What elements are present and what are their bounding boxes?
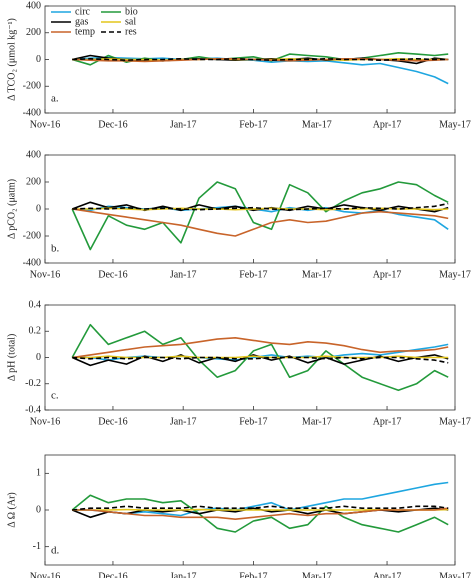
series-line [72, 207, 449, 211]
y-tick-label: 0 [36, 352, 41, 363]
x-tick-label: Feb-17 [239, 269, 267, 280]
y-axis-label: Δ pH (total) [6, 334, 17, 382]
y-tick-label: -400 [23, 107, 41, 118]
series-line [72, 481, 449, 517]
y-tick-label: -200 [23, 230, 41, 241]
legend-label: gas [75, 16, 88, 27]
legend-label: sal [125, 16, 136, 27]
legend-label: res [125, 26, 137, 37]
y-axis-label: Δ Ω (Ar) [6, 492, 17, 528]
x-tick-label: Feb-17 [239, 119, 267, 130]
series-line [72, 58, 449, 63]
x-tick-label: Dec-16 [98, 571, 127, 578]
y-tick-label: -0.4 [25, 404, 41, 415]
x-tick-label: Nov-16 [30, 269, 61, 280]
series-line [71, 494, 449, 533]
legend-label: circ [75, 6, 91, 17]
y-tick-label: 400 [26, 0, 41, 11]
x-tick-label: Apr-17 [373, 571, 402, 578]
x-tick-label: May-17 [439, 416, 471, 427]
legend-label: temp [75, 26, 95, 37]
panel-label: c. [51, 390, 59, 402]
x-tick-label: Jan-17 [170, 269, 197, 280]
y-tick-label: 0.2 [29, 326, 42, 337]
x-tick-label: Jan-17 [170, 416, 197, 427]
series-line [72, 337, 449, 359]
y-tick-label: -400 [23, 257, 41, 268]
y-axis-label: Δ TCO₂ (μmol kg⁻¹) [6, 18, 17, 101]
x-tick-label: Apr-17 [373, 119, 402, 130]
legend-label: bio [125, 6, 138, 17]
x-tick-label: Mar-17 [302, 119, 332, 130]
y-tick-label: 0 [36, 504, 41, 515]
y-axis-label: Δ pCO₂ (μatm) [6, 179, 17, 239]
y-tick-label: 400 [26, 149, 41, 160]
x-tick-label: Dec-16 [98, 119, 127, 130]
x-tick-label: Nov-16 [30, 119, 61, 130]
series-line [72, 355, 449, 359]
x-tick-label: Apr-17 [373, 416, 402, 427]
x-tick-label: Mar-17 [302, 571, 332, 578]
x-tick-label: Mar-17 [302, 269, 332, 280]
x-tick-label: May-17 [439, 571, 471, 578]
y-tick-label: 1 [36, 468, 41, 479]
panel-label: d. [51, 545, 60, 557]
series-line [72, 208, 449, 237]
panel-label: b. [51, 243, 60, 255]
x-tick-label: Jan-17 [170, 119, 197, 130]
series-line [72, 56, 449, 85]
x-tick-label: Apr-17 [373, 269, 402, 280]
x-tick-label: Feb-17 [239, 416, 267, 427]
y-tick-label: -0.2 [25, 378, 41, 389]
x-tick-label: Mar-17 [302, 416, 332, 427]
y-tick-label: -200 [23, 81, 41, 92]
x-tick-label: Jan-17 [170, 571, 197, 578]
x-tick-label: Nov-16 [30, 416, 61, 427]
x-tick-label: Feb-17 [239, 571, 267, 578]
x-tick-label: Dec-16 [98, 269, 127, 280]
y-tick-label: 0 [36, 54, 41, 65]
y-tick-label: 200 [26, 27, 41, 38]
x-tick-label: May-17 [439, 269, 471, 280]
series-line [71, 323, 449, 392]
panel-label: a. [51, 93, 59, 105]
x-tick-label: Dec-16 [98, 416, 127, 427]
x-tick-label: Nov-16 [30, 571, 61, 578]
y-tick-label: 200 [26, 176, 41, 187]
x-tick-label: May-17 [439, 119, 471, 130]
series-line [72, 507, 449, 520]
series-line [71, 181, 449, 251]
y-tick-label: 0 [36, 203, 41, 214]
y-tick-label: -1 [33, 541, 41, 552]
y-tick-label: 0.4 [29, 299, 42, 310]
